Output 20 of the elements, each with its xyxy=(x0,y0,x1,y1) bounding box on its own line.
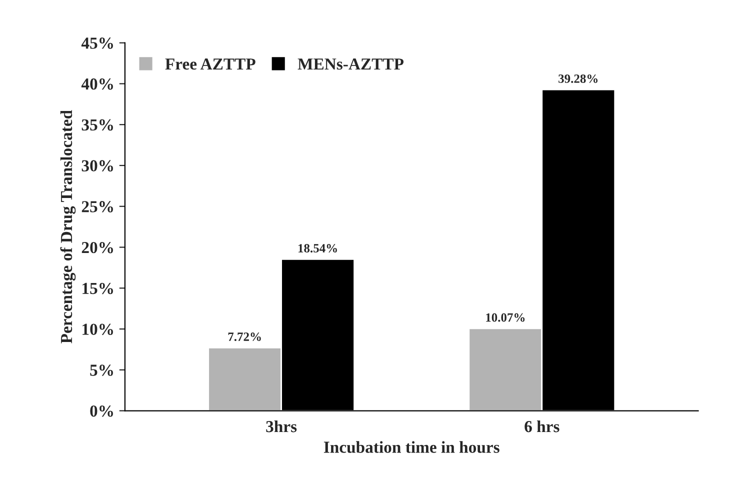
legend-label: MENs-AZTTP xyxy=(298,58,404,70)
y-tick-label: 0% xyxy=(90,405,113,417)
y-tick-label: 15% xyxy=(82,282,113,294)
data-label: 39.28% xyxy=(558,74,598,83)
y-tick-label: 20% xyxy=(82,242,113,254)
y-tick-label: 25% xyxy=(82,201,113,212)
y-tick-label: 45% xyxy=(81,38,113,49)
y-tick-label: 35% xyxy=(82,119,113,131)
x-axis-title: Incubation time in hours xyxy=(324,441,500,453)
y-axis-title: Percentage of Drug Translocated xyxy=(60,110,76,344)
y-tick-label: 5% xyxy=(90,364,113,376)
x-tick-label: 6 hrs xyxy=(524,420,560,432)
y-tick-label: 10% xyxy=(82,324,113,335)
legend-label: Free AZTTP xyxy=(165,58,256,70)
y-tick-label: 40% xyxy=(81,78,113,90)
x-tick-label: 3hrs xyxy=(266,420,297,432)
data-label: 10.07% xyxy=(486,313,525,322)
data-label: 7.72% xyxy=(228,332,261,341)
y-tick-label: 30% xyxy=(82,160,113,172)
data-label: 18.54% xyxy=(298,244,337,253)
